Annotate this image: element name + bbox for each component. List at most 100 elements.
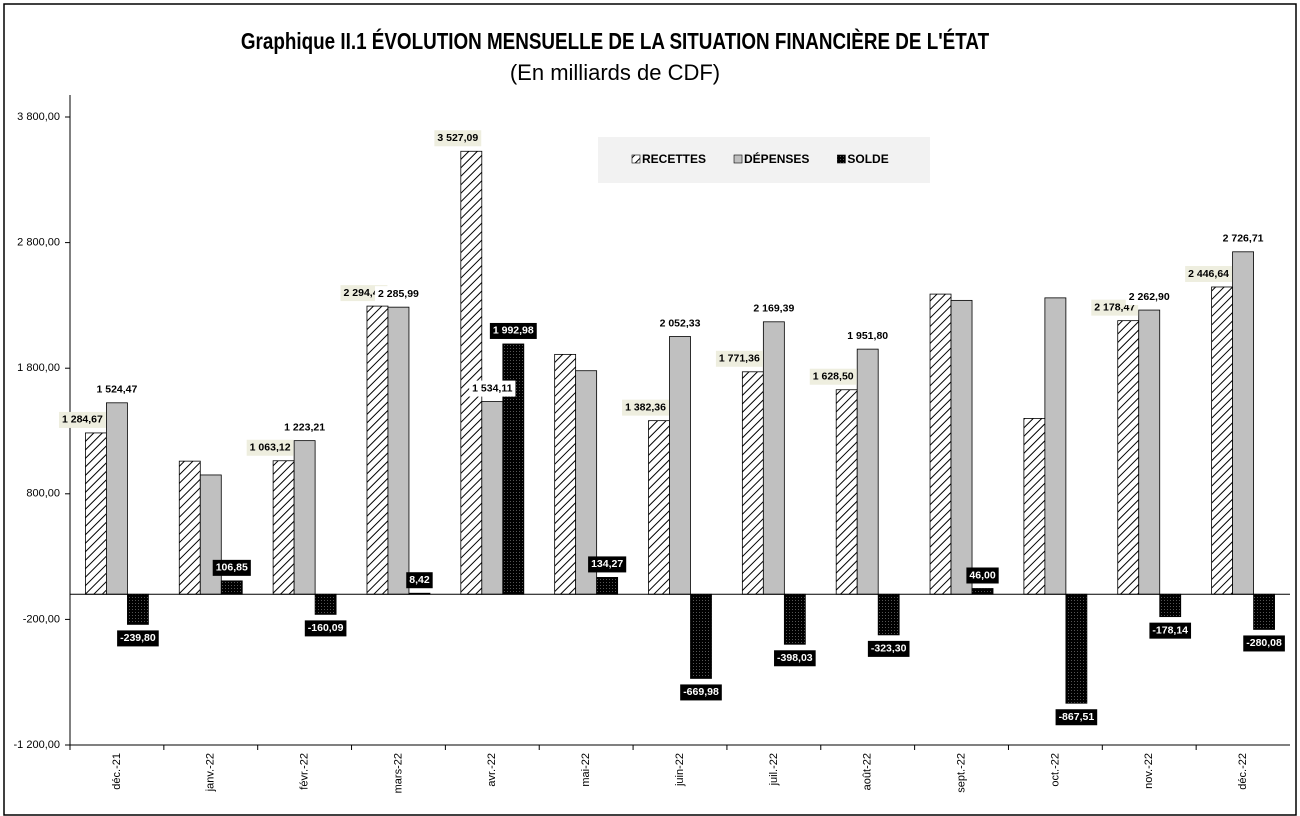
data-label: 2 285,99: [378, 288, 419, 300]
x-tick-label: août-22: [862, 753, 874, 790]
legend-swatch: [631, 154, 641, 164]
y-tick-label: 1 800,00: [17, 362, 60, 374]
x-tick-label: juin-22: [674, 753, 686, 787]
chart-title: Graphique II.1 ÉVOLUTION MENSUELLE DE LA…: [241, 29, 989, 54]
bar: [762, 321, 785, 595]
bar: [1023, 418, 1046, 595]
data-label: 1 284,67: [62, 414, 103, 426]
data-label-box: [1125, 289, 1173, 306]
y-tick-label: 2 800,00: [17, 237, 60, 249]
data-label: 1 771,36: [719, 353, 760, 365]
x-tick-label: déc.-21: [111, 753, 123, 790]
bar: [971, 588, 994, 595]
data-label-box: [867, 640, 910, 657]
bar: [690, 593, 712, 679]
legend-swatch: [837, 154, 846, 164]
bar: [220, 580, 243, 595]
data-label: -323,30: [871, 643, 907, 655]
data-label-box: [656, 315, 704, 332]
data-label-box: [966, 567, 999, 584]
x-tick-label: janv.-22: [205, 753, 217, 792]
data-label-box: [1185, 265, 1233, 282]
data-label: 1 382,36: [625, 401, 666, 413]
legend-swatch: [733, 154, 743, 164]
data-label: 2 052,33: [660, 317, 701, 329]
x-tick-label: sept.-22: [955, 753, 967, 793]
data-label-box: [750, 300, 798, 317]
legend-label: DÉPENSES: [744, 151, 809, 166]
bar: [835, 389, 858, 595]
data-label: -669,98: [683, 686, 719, 698]
bar: [106, 402, 128, 595]
data-label: -280,08: [1246, 637, 1282, 649]
data-label: 1 223,21: [284, 421, 325, 433]
data-label: 1 951,80: [847, 330, 888, 342]
data-label-box: [844, 328, 892, 345]
data-label-box: [469, 380, 516, 397]
bar: [127, 593, 149, 625]
data-label-box: [1055, 709, 1098, 726]
data-label-box: [1219, 230, 1267, 247]
data-label-box: [1149, 622, 1192, 639]
legend-box: [598, 137, 930, 183]
data-label-box: [304, 620, 347, 637]
data-label: 1 534,11: [472, 382, 512, 394]
data-label: 106,85: [216, 562, 248, 574]
data-label: -398,03: [777, 652, 813, 664]
bar: [1117, 320, 1140, 595]
legend: RECETTES DÉPENSES SOLDE: [598, 137, 930, 183]
x-tick-label: mars-22: [392, 753, 404, 793]
data-label-box: [809, 368, 857, 385]
legend-label: RECETTES: [642, 152, 706, 166]
data-label: 2 726,71: [1223, 233, 1264, 245]
data-label: 1 524,47: [96, 384, 137, 396]
bar: [877, 593, 900, 636]
bar: [314, 593, 337, 615]
data-label-box: [680, 684, 722, 701]
bar: [1253, 593, 1275, 630]
bar: [1044, 297, 1067, 595]
data-label: 2 178,47: [1094, 301, 1135, 313]
bar: [741, 371, 764, 595]
data-label: -178,14: [1152, 624, 1188, 636]
bar: [178, 460, 201, 595]
y-tick-label: -1 200,00: [14, 739, 60, 751]
legend-label: SOLDE: [847, 152, 888, 166]
bar: [669, 336, 691, 595]
data-label-box: [774, 650, 816, 667]
x-tick-label: déc.-22: [1237, 753, 1249, 790]
y-tick-label: 800,00: [26, 488, 60, 500]
data-label-box: [588, 556, 627, 573]
bar: [554, 353, 577, 595]
data-label: 1 063,12: [250, 442, 291, 454]
data-label-box: [1243, 635, 1285, 652]
data-label-box: [93, 381, 141, 398]
data-label: 2 446,64: [1188, 268, 1229, 280]
bar: [481, 401, 504, 595]
data-label-box: [489, 322, 537, 339]
x-tick-label: nov.-22: [1143, 753, 1155, 789]
bar: [85, 432, 107, 595]
data-label-box: [281, 419, 329, 436]
data-label-box: [58, 411, 106, 428]
bar: [1138, 309, 1161, 595]
x-tick-label: mai-22: [580, 753, 592, 787]
bar: [272, 460, 295, 595]
data-label: -239,80: [120, 632, 156, 644]
data-label-box: [715, 350, 763, 367]
bar: [366, 305, 389, 595]
data-label: 8,42: [409, 574, 430, 586]
x-tick-label: avr.-22: [486, 753, 498, 787]
bar: [460, 150, 483, 595]
y-tick-label: -200,00: [23, 613, 60, 625]
data-label-box: [406, 572, 433, 589]
bar: [648, 420, 670, 595]
data-label: 134,27: [591, 558, 623, 570]
data-label: -160,09: [308, 622, 344, 634]
data-label: 3 527,09: [437, 132, 478, 144]
bar: [1159, 593, 1182, 618]
data-label: 46,00: [969, 569, 995, 581]
data-label-box: [622, 399, 669, 416]
bar: [1211, 286, 1233, 595]
